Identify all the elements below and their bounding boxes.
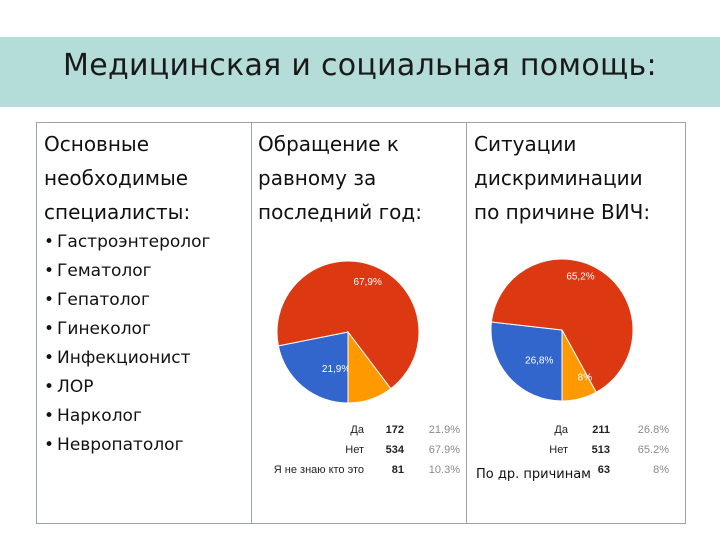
pie-slice-label: 65,2% bbox=[566, 271, 594, 282]
specialist-item: Невропатолог bbox=[44, 431, 210, 460]
specialists-heading: Основные необходимые специалисты: bbox=[44, 132, 191, 224]
slide-title: Медицинская и социальная помощь: bbox=[63, 48, 657, 83]
pie-slice bbox=[276, 260, 420, 390]
pie-slice-label: 26,8% bbox=[525, 355, 553, 366]
pie-slice-label: 8% bbox=[578, 373, 593, 384]
stat-count: 81 bbox=[391, 464, 404, 476]
column-divider-2 bbox=[466, 122, 467, 524]
discrimination-pie-chart: 26,8% 65,2% 8% bbox=[490, 258, 634, 402]
specialist-item: Гепатолог bbox=[44, 286, 210, 315]
stat-percent: 67.9% bbox=[428, 444, 460, 456]
content-frame bbox=[36, 122, 686, 524]
stat-count: 534 bbox=[385, 444, 404, 456]
stat-label: Нет bbox=[549, 444, 568, 456]
stat-count: 172 bbox=[385, 424, 404, 436]
pie-slice-label: 21,9% bbox=[322, 364, 350, 375]
stat-count: 513 bbox=[591, 444, 610, 456]
appeal-pie-chart: 21,9% 67,9% bbox=[276, 260, 420, 404]
pie-slice bbox=[277, 331, 349, 404]
specialist-item: Инфекционист bbox=[44, 344, 210, 373]
stat-percent: 21.9% bbox=[428, 424, 460, 436]
pie-slice bbox=[561, 329, 597, 402]
specialist-item: Нарколог bbox=[44, 402, 210, 431]
discrimination-heading: Ситуации дискриминации по причине ВИЧ: bbox=[474, 132, 651, 224]
pie-slice bbox=[347, 330, 392, 404]
pie-slice bbox=[490, 258, 634, 393]
stat-label: Да bbox=[554, 424, 568, 436]
stat-count: 63 bbox=[597, 464, 610, 476]
specialist-item: Гинеколог bbox=[44, 315, 210, 344]
pie-slice-label: 67,9% bbox=[354, 277, 382, 288]
specialists-list: ГастроэнтерологГематологГепатологГинекол… bbox=[44, 228, 210, 460]
title-bar bbox=[0, 37, 720, 107]
column-divider-1 bbox=[251, 122, 252, 524]
stat-label: Я не знаю кто это bbox=[273, 464, 364, 476]
specialist-item: Гематолог bbox=[44, 257, 210, 286]
stat-label: Да bbox=[350, 424, 364, 436]
stat-label: Нет bbox=[345, 444, 364, 456]
specialist-item: ЛОР bbox=[44, 373, 210, 402]
stat-count: 211 bbox=[592, 424, 610, 436]
stat-percent: 10.3% bbox=[428, 464, 460, 476]
appeal-heading: Обращение к равному за последний год: bbox=[258, 132, 422, 224]
stat-percent: 8% bbox=[653, 464, 669, 476]
stat-percent: 26.8% bbox=[637, 424, 669, 436]
pie-slice bbox=[490, 321, 563, 402]
specialist-item: Гастроэнтеролог bbox=[44, 228, 210, 257]
other-reasons-label: По др. причинам bbox=[476, 467, 591, 482]
stat-percent: 65.2% bbox=[637, 444, 669, 456]
